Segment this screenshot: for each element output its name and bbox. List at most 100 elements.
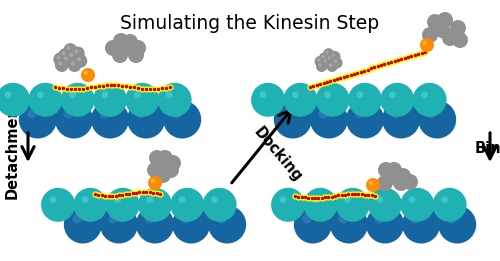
Circle shape (447, 214, 456, 224)
Circle shape (165, 155, 181, 171)
Circle shape (418, 100, 456, 139)
Circle shape (156, 155, 172, 171)
Circle shape (50, 196, 56, 203)
Circle shape (72, 214, 82, 224)
Circle shape (274, 100, 312, 139)
Circle shape (58, 48, 72, 62)
Circle shape (28, 109, 37, 118)
Circle shape (208, 205, 246, 244)
Circle shape (179, 196, 186, 203)
Circle shape (377, 175, 393, 191)
Circle shape (91, 100, 129, 139)
Circle shape (148, 176, 162, 190)
Circle shape (334, 60, 338, 63)
Circle shape (64, 43, 77, 57)
Circle shape (211, 196, 218, 203)
Circle shape (217, 214, 226, 224)
Circle shape (378, 162, 394, 178)
Circle shape (402, 205, 440, 244)
Circle shape (62, 51, 66, 55)
Circle shape (382, 100, 420, 139)
Circle shape (74, 50, 78, 54)
Circle shape (69, 53, 73, 57)
Circle shape (64, 205, 102, 244)
Circle shape (60, 83, 94, 117)
Circle shape (380, 83, 414, 117)
Circle shape (427, 109, 436, 118)
Circle shape (316, 61, 327, 72)
Circle shape (412, 83, 446, 117)
Circle shape (422, 27, 438, 43)
Circle shape (393, 175, 409, 191)
Circle shape (172, 109, 181, 118)
Circle shape (325, 54, 336, 65)
Circle shape (100, 109, 109, 118)
Circle shape (202, 188, 236, 222)
Circle shape (376, 196, 384, 203)
Circle shape (114, 196, 121, 203)
Circle shape (172, 205, 210, 244)
Circle shape (438, 205, 476, 244)
Circle shape (144, 214, 154, 224)
Circle shape (332, 54, 335, 57)
Circle shape (74, 188, 108, 222)
Circle shape (317, 58, 320, 62)
Circle shape (106, 188, 140, 222)
Circle shape (180, 214, 190, 224)
Circle shape (61, 53, 74, 67)
Text: Docking: Docking (251, 125, 305, 185)
Circle shape (292, 91, 298, 98)
Circle shape (93, 83, 127, 117)
Circle shape (434, 22, 450, 38)
Circle shape (128, 47, 144, 63)
Circle shape (321, 57, 332, 68)
Circle shape (319, 52, 330, 64)
Circle shape (166, 91, 173, 98)
Circle shape (158, 83, 192, 117)
Circle shape (316, 83, 350, 117)
Circle shape (368, 188, 402, 222)
Circle shape (427, 14, 443, 30)
Circle shape (134, 91, 140, 98)
Circle shape (442, 30, 458, 46)
Circle shape (122, 34, 138, 50)
Circle shape (146, 196, 154, 203)
Circle shape (149, 150, 165, 166)
Circle shape (82, 196, 88, 203)
Circle shape (151, 179, 155, 183)
Circle shape (108, 214, 118, 224)
Circle shape (386, 162, 402, 178)
Circle shape (100, 205, 138, 244)
Circle shape (348, 83, 382, 117)
Circle shape (336, 188, 370, 222)
Circle shape (64, 56, 68, 61)
Circle shape (390, 109, 400, 118)
Circle shape (354, 109, 364, 118)
Circle shape (441, 196, 448, 203)
Circle shape (41, 188, 75, 222)
Circle shape (163, 162, 179, 178)
Circle shape (4, 91, 12, 98)
Circle shape (389, 91, 396, 98)
Circle shape (280, 196, 286, 203)
Circle shape (120, 40, 136, 56)
Circle shape (54, 52, 67, 66)
Circle shape (130, 40, 146, 56)
Circle shape (324, 91, 331, 98)
Circle shape (66, 50, 80, 63)
Circle shape (324, 59, 327, 62)
Circle shape (0, 83, 30, 117)
Circle shape (332, 57, 342, 68)
Circle shape (344, 196, 351, 203)
Circle shape (112, 47, 128, 63)
Circle shape (271, 188, 305, 222)
Circle shape (420, 38, 434, 52)
Circle shape (423, 41, 427, 45)
Circle shape (147, 162, 163, 178)
Circle shape (56, 56, 60, 60)
Circle shape (55, 58, 68, 72)
Circle shape (410, 214, 420, 224)
Circle shape (77, 57, 81, 61)
Circle shape (409, 196, 416, 203)
Circle shape (318, 63, 322, 67)
